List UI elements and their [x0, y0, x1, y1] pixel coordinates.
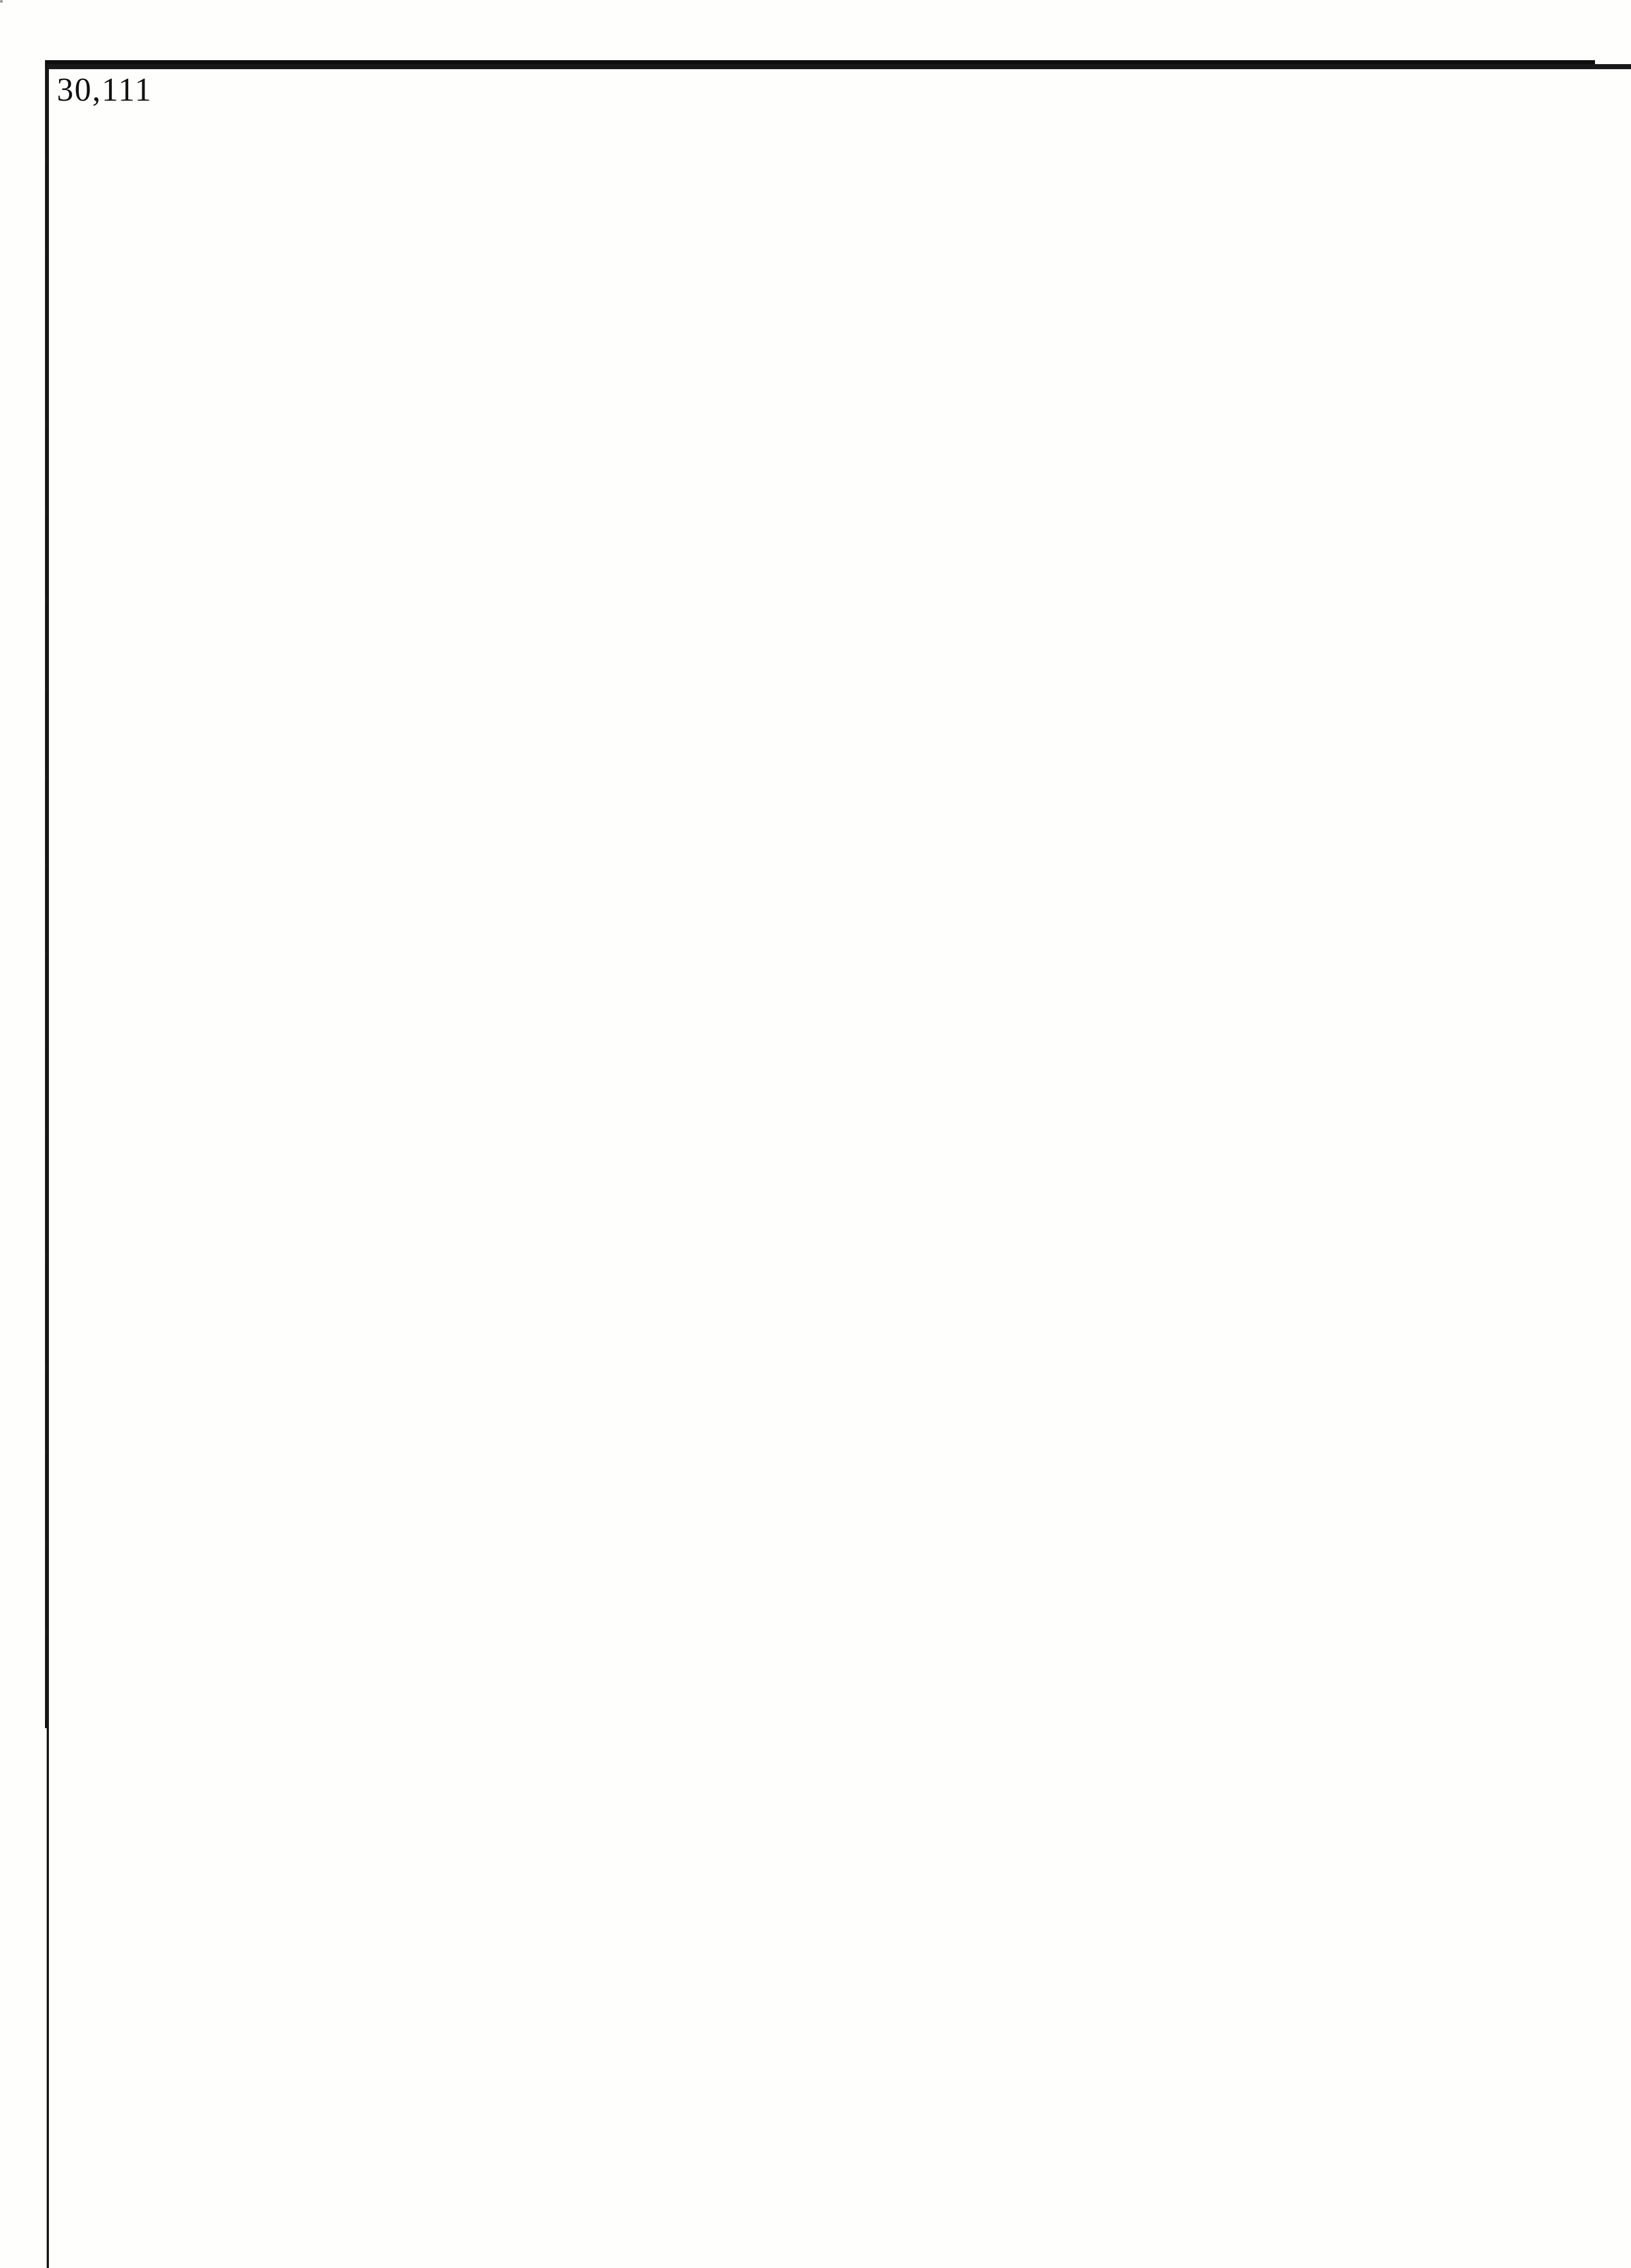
- cell-page-no: 30,111: [47, 64, 1631, 2268]
- table-row: 9 第一預備金 47,000 7-3 30,111: [46, 64, 1631, 2268]
- scan-noise-dots: [0, 0, 3, 3]
- budget-table: 108年度警政署及所屬歲出預算 單位:新臺幣千元 款 項 目 節 科目名稱 預算…: [45, 60, 1631, 2268]
